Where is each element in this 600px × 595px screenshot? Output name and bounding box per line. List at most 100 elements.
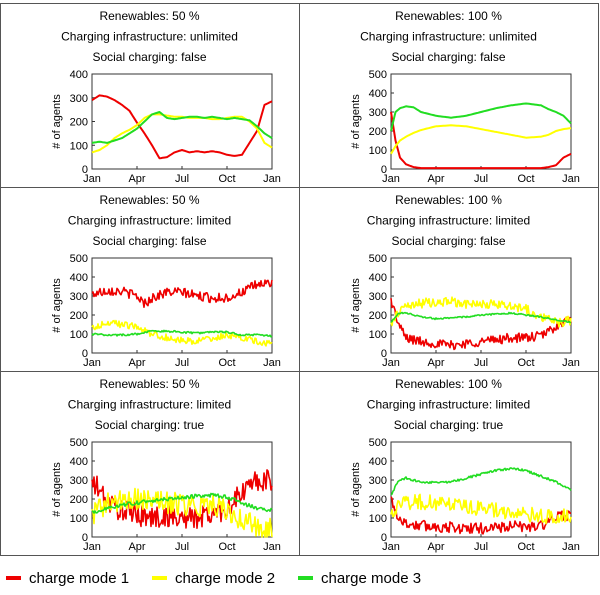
series-line-charge-mode-3 bbox=[390, 102, 572, 132]
x-tick-label: Jan bbox=[382, 541, 400, 553]
y-axis-label: # of agents bbox=[350, 94, 362, 149]
x-tick-label: Oct bbox=[218, 173, 235, 185]
y-tick-label: 400 bbox=[369, 456, 387, 468]
x-tick-label: Apr bbox=[427, 173, 444, 185]
x-tick-label: Jan bbox=[263, 173, 281, 185]
y-tick-label: 400 bbox=[369, 272, 387, 284]
x-tick-label: Jul bbox=[175, 173, 189, 185]
series-line-charge-mode-1 bbox=[390, 496, 571, 535]
chart-title-line: Renewables: 50 % bbox=[99, 377, 199, 391]
series-line-charge-mode-2 bbox=[91, 319, 273, 347]
y-tick-label: 500 bbox=[369, 69, 387, 81]
chart-title-line: Social charging: false bbox=[391, 234, 505, 248]
y-tick-label: 0 bbox=[381, 532, 387, 544]
series-line-charge-mode-1 bbox=[390, 298, 572, 351]
y-axis-label: # of agents bbox=[350, 462, 362, 517]
chart-title-line: Social charging: false bbox=[92, 234, 206, 248]
x-tick-label: Jul bbox=[474, 173, 488, 185]
chart-title-line: Charging infrastructure: limited bbox=[367, 214, 530, 228]
series-line-charge-mode-2 bbox=[390, 296, 572, 328]
series-line-charge-mode-3 bbox=[91, 111, 273, 144]
x-tick-label: Apr bbox=[128, 357, 145, 369]
x-tick-label: Apr bbox=[427, 541, 444, 553]
y-tick-label: 200 bbox=[369, 126, 387, 138]
x-tick-label: Apr bbox=[128, 173, 145, 185]
y-tick-label: 500 bbox=[70, 253, 88, 265]
y-tick-label: 500 bbox=[369, 437, 387, 449]
plot-frame bbox=[91, 73, 273, 170]
y-tick-label: 300 bbox=[369, 107, 387, 119]
chart-title-line: Renewables: 50 % bbox=[99, 9, 199, 23]
y-tick-label: 100 bbox=[70, 329, 88, 341]
x-tick-label: Jul bbox=[175, 541, 189, 553]
x-tick-label: Jan bbox=[562, 173, 580, 185]
x-tick-label: Jan bbox=[562, 541, 580, 553]
x-tick-label: Oct bbox=[517, 173, 534, 185]
x-tick-label: Jan bbox=[83, 357, 101, 369]
series-line-charge-mode-3 bbox=[390, 311, 572, 324]
series-line-charge-mode-2 bbox=[91, 487, 273, 538]
chart-title-line: Charging infrastructure: limited bbox=[367, 398, 530, 412]
chart-title-line: Renewables: 100 % bbox=[395, 377, 502, 391]
x-tick-label: Jan bbox=[382, 357, 400, 369]
legend-label: charge mode 2 bbox=[175, 570, 275, 587]
y-axis-label: # of agents bbox=[51, 278, 63, 333]
x-tick-label: Jan bbox=[382, 173, 400, 185]
x-tick-label: Jan bbox=[83, 541, 101, 553]
y-axis-label: # of agents bbox=[350, 278, 362, 333]
y-tick-label: 200 bbox=[70, 117, 88, 129]
y-tick-label: 100 bbox=[369, 513, 387, 525]
y-tick-label: 400 bbox=[70, 272, 88, 284]
y-tick-label: 300 bbox=[369, 475, 387, 487]
x-tick-label: Jan bbox=[263, 357, 281, 369]
y-tick-label: 100 bbox=[70, 140, 88, 152]
y-tick-label: 300 bbox=[70, 475, 88, 487]
y-tick-label: 400 bbox=[70, 69, 88, 81]
series-line-charge-mode-1 bbox=[91, 94, 273, 160]
y-tick-label: 0 bbox=[381, 164, 387, 176]
x-tick-label: Apr bbox=[128, 541, 145, 553]
x-tick-label: Oct bbox=[517, 541, 534, 553]
y-tick-label: 400 bbox=[369, 88, 387, 100]
chart-title-line: Social charging: true bbox=[394, 418, 504, 432]
y-tick-label: 500 bbox=[70, 437, 88, 449]
series-line-charge-mode-2 bbox=[91, 113, 273, 154]
y-tick-label: 200 bbox=[369, 494, 387, 506]
legend-label: charge mode 3 bbox=[321, 570, 421, 587]
series-line-charge-mode-2 bbox=[390, 124, 572, 155]
y-tick-label: 0 bbox=[82, 348, 88, 360]
y-tick-label: 100 bbox=[369, 329, 387, 341]
x-tick-label: Apr bbox=[427, 357, 444, 369]
y-axis-label: # of agents bbox=[51, 462, 63, 517]
chart-title-line: Social charging: false bbox=[391, 50, 505, 64]
y-axis-label: # of agents bbox=[51, 94, 63, 149]
x-tick-label: Jan bbox=[562, 357, 580, 369]
legend-label: charge mode 1 bbox=[29, 570, 129, 587]
x-tick-label: Oct bbox=[218, 541, 235, 553]
x-tick-label: Jul bbox=[175, 357, 189, 369]
y-tick-label: 200 bbox=[369, 310, 387, 322]
chart-title-line: Renewables: 100 % bbox=[395, 193, 502, 207]
chart-title-line: Charging infrastructure: limited bbox=[68, 214, 231, 228]
y-tick-label: 300 bbox=[70, 291, 88, 303]
y-tick-label: 500 bbox=[369, 253, 387, 265]
chart-title-line: Social charging: true bbox=[95, 418, 205, 432]
chart-title-line: Charging infrastructure: limited bbox=[68, 398, 231, 412]
series-line-charge-mode-3 bbox=[390, 467, 572, 496]
y-tick-label: 0 bbox=[82, 532, 88, 544]
chart-title-line: Charging infrastructure: unlimited bbox=[61, 30, 238, 44]
y-tick-label: 200 bbox=[70, 310, 88, 322]
x-tick-label: Oct bbox=[218, 357, 235, 369]
chart-title-line: Renewables: 100 % bbox=[395, 9, 502, 23]
series-line-charge-mode-1 bbox=[91, 279, 273, 309]
y-tick-label: 0 bbox=[82, 164, 88, 176]
x-tick-label: Jul bbox=[474, 541, 488, 553]
x-tick-label: Jan bbox=[83, 173, 101, 185]
series-line-charge-mode-3 bbox=[91, 329, 273, 338]
chart-title-line: Social charging: false bbox=[92, 50, 206, 64]
y-tick-label: 100 bbox=[369, 145, 387, 157]
plot-frame bbox=[390, 73, 572, 170]
chart-title-line: Renewables: 50 % bbox=[99, 193, 199, 207]
y-tick-label: 0 bbox=[381, 348, 387, 360]
